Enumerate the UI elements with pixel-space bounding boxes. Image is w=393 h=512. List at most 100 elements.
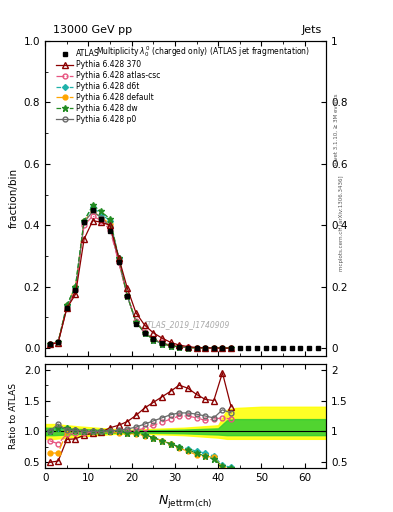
Pythia 6.428 d6t [56, 339, 61, 345]
Legend: ATLAS, Pythia 6.428 370, Pythia 6.428 atlas-csc, Pythia 6.428 d6t, Pythia 6.428 : ATLAS, Pythia 6.428 370, Pythia 6.428 at… [55, 48, 162, 125]
Pythia 6.428 default [90, 208, 95, 215]
ATLAS [281, 345, 285, 351]
Pythia 6.428 370 [160, 335, 164, 341]
ATLAS [315, 345, 320, 351]
ATLAS [255, 345, 259, 351]
Pythia 6.428 dw [142, 330, 147, 336]
Pythia 6.428 atlas-csc [47, 342, 52, 348]
Pythia 6.428 dw [134, 319, 138, 325]
Pythia 6.428 370 [108, 222, 112, 228]
Pythia 6.428 d6t [177, 344, 182, 350]
Pythia 6.428 dw [108, 216, 112, 222]
ATLAS [56, 339, 61, 345]
Pythia 6.428 atlas-csc [125, 293, 130, 299]
Pythia 6.428 d6t [185, 345, 190, 351]
Pythia 6.428 default [142, 330, 147, 336]
Pythia 6.428 p0 [99, 215, 104, 221]
Y-axis label: fraction/bin: fraction/bin [8, 168, 18, 228]
Pythia 6.428 default [185, 345, 190, 351]
Pythia 6.428 atlas-csc [177, 343, 182, 349]
Pythia 6.428 p0 [211, 345, 216, 351]
Pythia 6.428 d6t [203, 345, 208, 351]
Pythia 6.428 d6t [134, 319, 138, 325]
Pythia 6.428 default [108, 221, 112, 227]
ATLAS [194, 345, 199, 351]
Pythia 6.428 default [168, 343, 173, 349]
Pythia 6.428 atlas-csc [203, 345, 208, 351]
ATLAS [298, 345, 303, 351]
Pythia 6.428 d6t [211, 345, 216, 351]
Pythia 6.428 default [56, 339, 61, 345]
Pythia 6.428 atlas-csc [64, 305, 69, 311]
Pythia 6.428 dw [125, 293, 130, 299]
Pythia 6.428 370 [220, 345, 225, 351]
Text: Rivet 3.1.10, ≥ 3M events: Rivet 3.1.10, ≥ 3M events [334, 93, 338, 165]
Pythia 6.428 dw [194, 345, 199, 351]
Pythia 6.428 p0 [64, 305, 69, 311]
ATLAS [160, 339, 164, 346]
Pythia 6.428 d6t [99, 211, 104, 218]
Pythia 6.428 atlas-csc [134, 318, 138, 324]
Pythia 6.428 default [160, 340, 164, 347]
Pythia 6.428 d6t [64, 302, 69, 308]
Pythia 6.428 dw [185, 345, 190, 351]
Pythia 6.428 dw [99, 208, 104, 215]
Pythia 6.428 370 [125, 285, 130, 291]
Pythia 6.428 default [177, 344, 182, 350]
Pythia 6.428 370 [82, 236, 86, 242]
Pythia 6.428 dw [220, 345, 225, 351]
Pythia 6.428 atlas-csc [185, 344, 190, 350]
Pythia 6.428 default [211, 345, 216, 351]
Pythia 6.428 atlas-csc [229, 345, 233, 351]
Pythia 6.428 dw [82, 218, 86, 224]
Pythia 6.428 atlas-csc [220, 345, 225, 351]
ATLAS [307, 345, 311, 351]
ATLAS [168, 342, 173, 348]
Pythia 6.428 d6t [220, 345, 225, 351]
Line: Pythia 6.428 d6t: Pythia 6.428 d6t [48, 205, 233, 350]
Pythia 6.428 dw [211, 345, 216, 351]
ATLAS [211, 345, 216, 351]
Pythia 6.428 default [151, 336, 156, 343]
Pythia 6.428 default [125, 293, 130, 299]
Pythia 6.428 370 [229, 345, 233, 351]
Pythia 6.428 p0 [125, 293, 130, 299]
Pythia 6.428 370 [90, 218, 95, 224]
Pythia 6.428 atlas-csc [168, 342, 173, 348]
ATLAS [246, 345, 251, 351]
Pythia 6.428 370 [194, 345, 199, 351]
Pythia 6.428 p0 [185, 345, 190, 351]
ATLAS [203, 345, 208, 351]
Pythia 6.428 atlas-csc [194, 345, 199, 351]
Pythia 6.428 default [64, 302, 69, 308]
Text: ATLAS_2019_I1740909: ATLAS_2019_I1740909 [142, 320, 230, 329]
Pythia 6.428 dw [47, 342, 52, 348]
ATLAS [142, 330, 147, 336]
Pythia 6.428 default [220, 345, 225, 351]
Pythia 6.428 atlas-csc [82, 222, 86, 228]
Pythia 6.428 p0 [73, 287, 78, 293]
Pythia 6.428 default [134, 319, 138, 325]
ATLAS [289, 345, 294, 351]
Pythia 6.428 dw [203, 345, 208, 351]
Pythia 6.428 p0 [116, 259, 121, 265]
Line: Pythia 6.428 atlas-csc: Pythia 6.428 atlas-csc [47, 214, 233, 351]
Pythia 6.428 p0 [56, 339, 61, 345]
Pythia 6.428 p0 [168, 343, 173, 349]
ATLAS [73, 287, 78, 293]
Text: Jets: Jets [302, 25, 322, 35]
Pythia 6.428 370 [168, 339, 173, 346]
Pythia 6.428 atlas-csc [56, 339, 61, 345]
Pythia 6.428 atlas-csc [99, 218, 104, 224]
Pythia 6.428 d6t [168, 343, 173, 349]
ATLAS [64, 305, 69, 311]
Pythia 6.428 dw [73, 284, 78, 290]
Pythia 6.428 atlas-csc [90, 213, 95, 219]
Pythia 6.428 p0 [177, 344, 182, 350]
Pythia 6.428 dw [177, 344, 182, 350]
Pythia 6.428 p0 [229, 345, 233, 351]
Pythia 6.428 atlas-csc [142, 329, 147, 335]
Pythia 6.428 d6t [151, 336, 156, 343]
Pythia 6.428 atlas-csc [108, 227, 112, 233]
Pythia 6.428 370 [47, 342, 52, 348]
